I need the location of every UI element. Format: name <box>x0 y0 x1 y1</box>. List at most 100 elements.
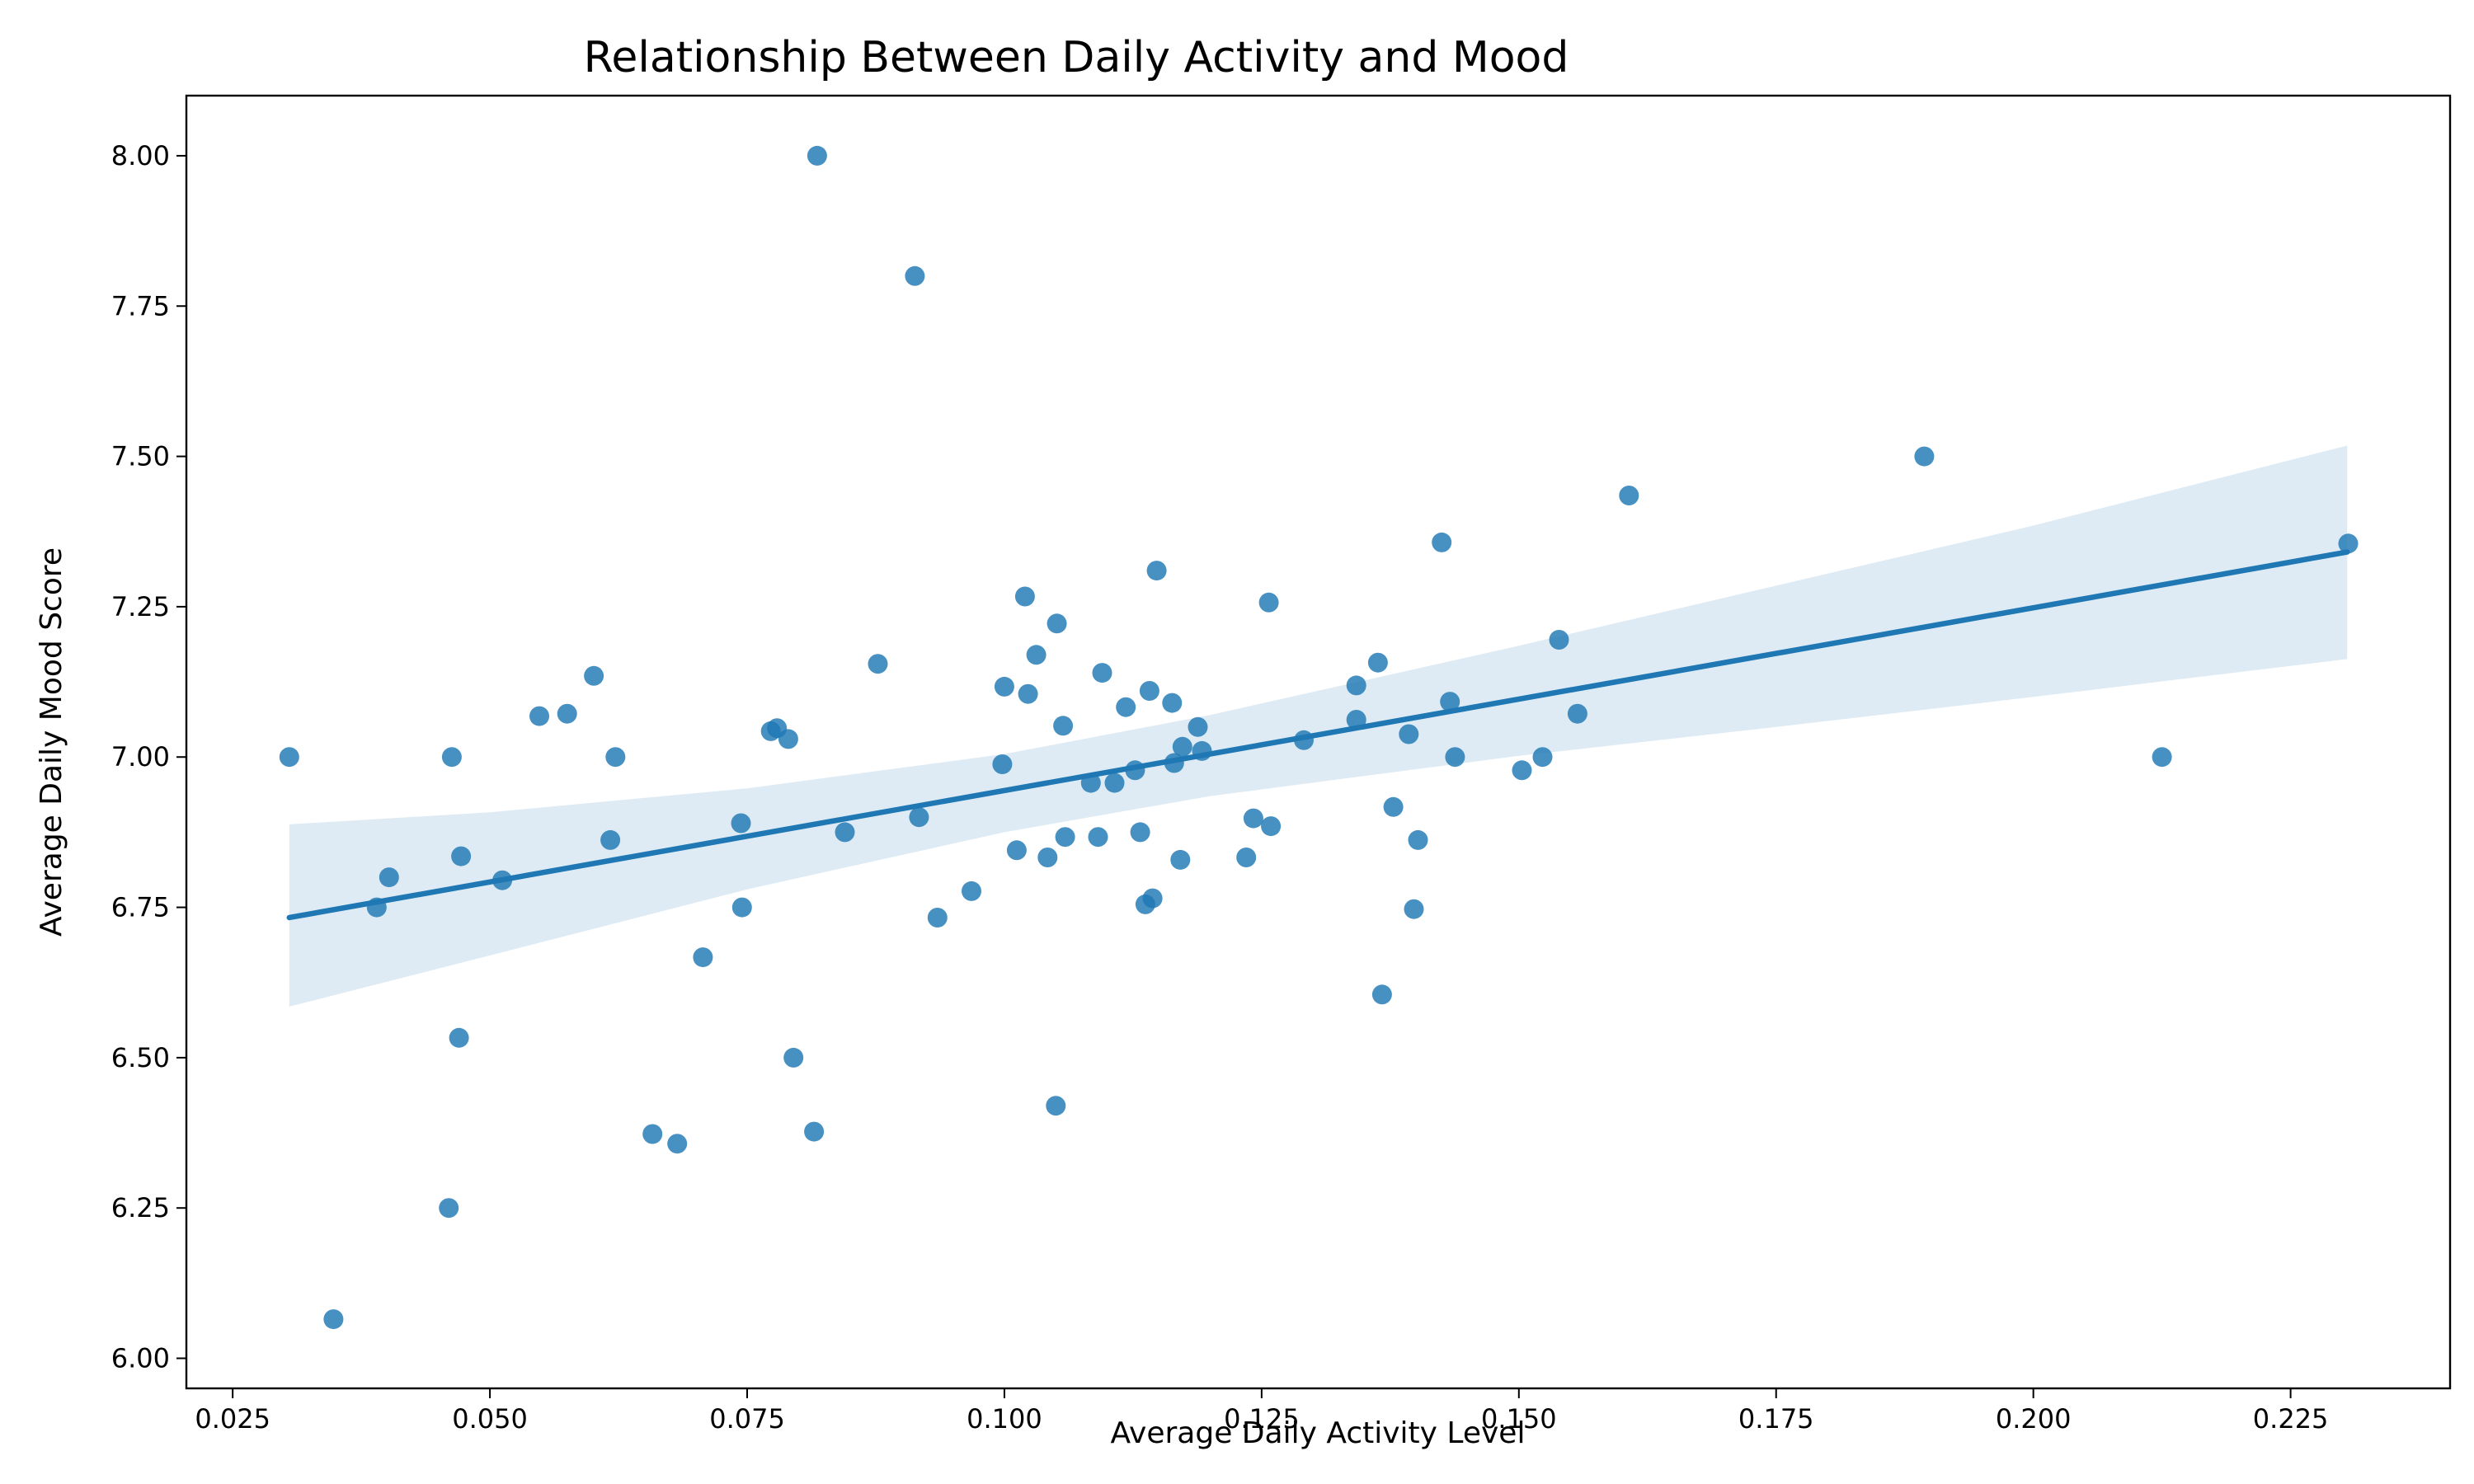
data-point <box>1006 840 1027 861</box>
data-point <box>927 908 948 928</box>
x-tick-label: 0.225 <box>2253 1403 2329 1435</box>
data-point <box>1399 724 1419 744</box>
data-point <box>1047 613 1067 634</box>
x-axis-ticks: 0.025 0.050 0.075 0.100 0.125 0.150 0.175 0.200… <box>195 1388 2328 1435</box>
data-point <box>1236 848 1257 867</box>
data-point <box>731 897 752 918</box>
data-point <box>1346 675 1366 696</box>
data-point <box>642 1124 663 1144</box>
data-point <box>1018 683 1038 704</box>
data-point <box>667 1134 688 1154</box>
data-point <box>1104 773 1125 793</box>
data-point <box>1092 663 1112 683</box>
regression-line <box>286 549 2350 921</box>
data-point <box>1014 586 1035 607</box>
data-point <box>1053 716 1074 736</box>
data-point <box>1914 446 1935 467</box>
data-point <box>804 1121 825 1142</box>
data-point <box>1261 816 1282 837</box>
data-point <box>529 706 549 726</box>
data-point <box>1408 829 1428 850</box>
data-point <box>439 1198 459 1219</box>
data-point <box>868 654 888 674</box>
y-tick-label: 7.25 <box>111 591 170 622</box>
data-point <box>1567 703 1587 724</box>
data-point <box>600 829 621 850</box>
data-point <box>605 747 626 768</box>
data-point <box>1367 652 1388 673</box>
data-point <box>909 807 929 828</box>
data-point <box>1512 760 1532 781</box>
y-axis-label: Average Daily Mood Score <box>35 547 68 937</box>
regression-line-layer <box>286 549 2350 921</box>
y-tick-label: 6.25 <box>111 1192 170 1223</box>
data-point <box>279 747 299 768</box>
x-tick-label: 0.075 <box>709 1403 785 1435</box>
x-tick-label: 0.200 <box>1996 1403 2072 1435</box>
data-point <box>449 1027 469 1048</box>
y-tick-label: 7.50 <box>111 441 170 472</box>
data-point <box>1026 645 1047 665</box>
data-point <box>1037 848 1058 867</box>
data-point <box>783 1047 804 1068</box>
data-point <box>962 881 981 901</box>
data-point <box>1404 899 1424 919</box>
data-point <box>584 665 604 686</box>
data-point <box>1258 592 1279 613</box>
data-point <box>693 947 713 968</box>
y-tick-label: 6.50 <box>111 1042 170 1073</box>
x-tick-label: 0.125 <box>1224 1403 1300 1435</box>
x-tick-label: 0.175 <box>1738 1403 1814 1435</box>
data-point <box>557 703 577 724</box>
data-point <box>1046 1096 1066 1116</box>
y-axis-ticks: 6.00 6.25 6.50 6.75 7.00 7.25 7.50 7.75 8.00 <box>111 140 186 1374</box>
data-point <box>441 747 462 768</box>
y-tick-label: 7.00 <box>111 741 170 773</box>
x-tick-label: 0.100 <box>967 1403 1042 1435</box>
data-point <box>323 1309 344 1330</box>
data-point <box>1432 532 1452 552</box>
y-tick-label: 8.00 <box>111 140 170 171</box>
data-point <box>1532 747 1553 768</box>
data-point <box>1383 796 1404 817</box>
confidence-band <box>289 445 2348 1007</box>
y-tick-label: 6.00 <box>111 1343 170 1374</box>
data-point <box>1619 486 1639 505</box>
y-tick-label: 6.75 <box>111 892 170 923</box>
data-point <box>992 754 1013 774</box>
data-point <box>1088 827 1108 848</box>
data-point <box>994 676 1014 697</box>
data-point <box>1116 697 1136 717</box>
chart-title: Relationship Between Daily Activity and … <box>584 33 1569 82</box>
data-point <box>1130 822 1150 843</box>
data-point <box>451 846 472 866</box>
data-point <box>1440 692 1460 712</box>
y-tick-label: 7.75 <box>111 290 170 322</box>
data-point <box>905 265 925 286</box>
data-point <box>1055 827 1075 848</box>
data-point <box>2338 533 2359 554</box>
data-point <box>1139 681 1159 701</box>
data-point <box>1142 888 1163 909</box>
data-point <box>1445 747 1465 768</box>
data-point <box>731 813 751 834</box>
x-tick-label: 0.050 <box>452 1403 528 1435</box>
data-point <box>807 145 827 166</box>
x-tick-label: 0.025 <box>195 1403 270 1435</box>
x-tick-label: 0.150 <box>1481 1403 1557 1435</box>
plot-frame <box>185 94 2452 1390</box>
confidence-band-layer <box>289 445 2348 1007</box>
data-point <box>1146 561 1167 581</box>
data-point <box>379 867 399 888</box>
data-point <box>1170 849 1191 870</box>
data-point <box>778 729 798 749</box>
data-point <box>1549 630 1569 650</box>
data-point <box>835 822 855 843</box>
data-point <box>2152 747 2172 768</box>
data-point <box>1162 693 1183 713</box>
data-point <box>1371 984 1392 1005</box>
data-point <box>1188 716 1208 737</box>
x-axis-label: Average Daily Activity Level <box>1111 1416 1526 1450</box>
